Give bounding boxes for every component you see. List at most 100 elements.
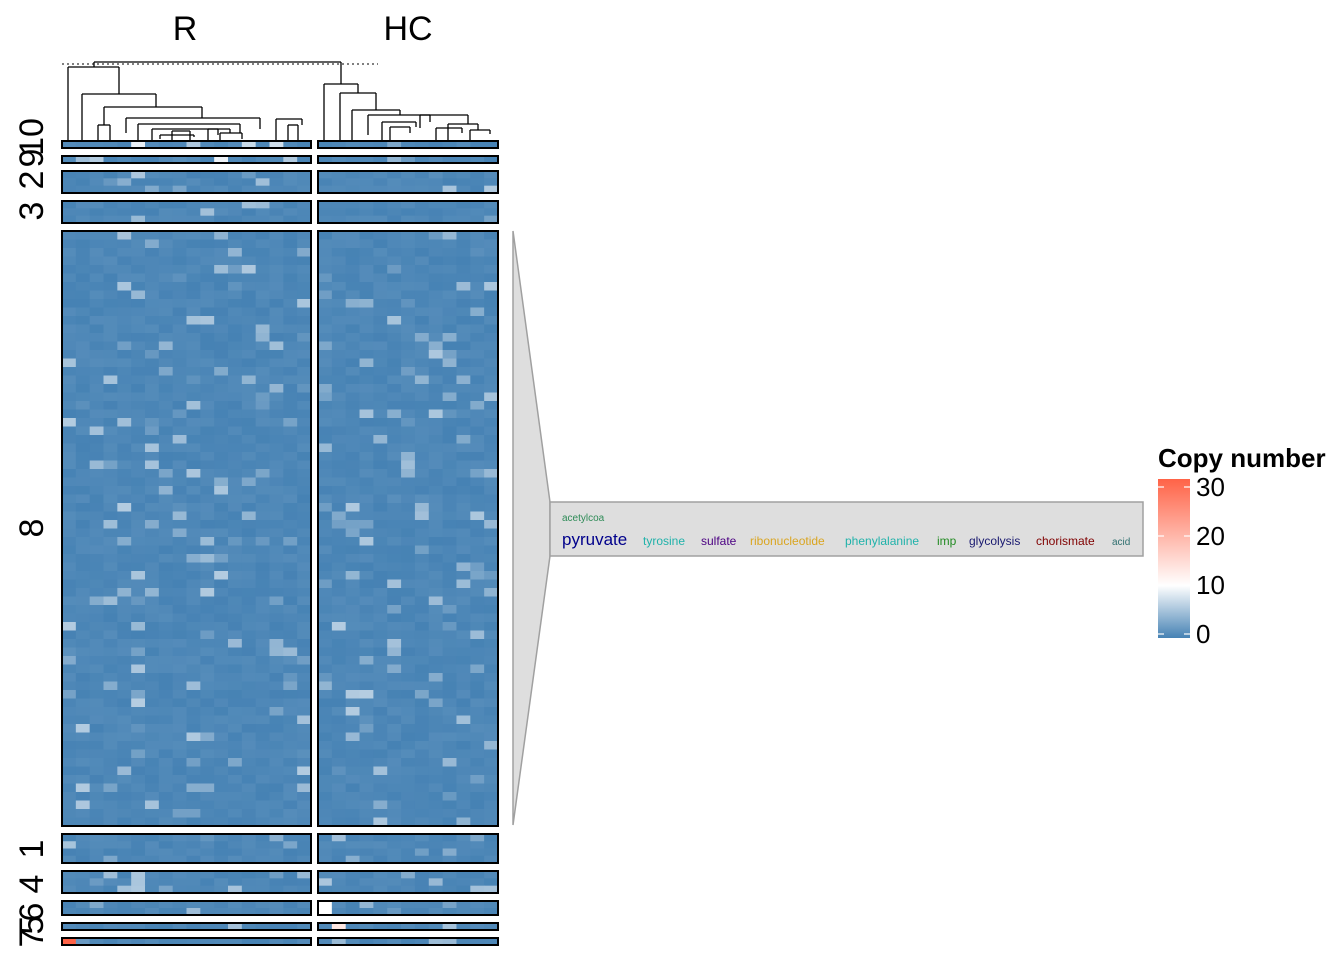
heatmap-cell	[228, 201, 243, 209]
heatmap-cell	[158, 923, 174, 931]
heatmap-cell	[373, 758, 388, 767]
heatmap-cell	[186, 923, 201, 931]
heatmap-cell	[269, 766, 284, 776]
heatmap-cell	[158, 435, 174, 444]
heatmap-cell	[456, 605, 471, 614]
heatmap-cell	[401, 350, 416, 359]
heatmap-cell	[470, 307, 485, 317]
heatmap-cell	[241, 273, 257, 283]
heatmap-cell	[442, 469, 457, 478]
heatmap-cell	[200, 375, 215, 385]
heatmap-cell	[200, 766, 215, 776]
heatmap-cell	[186, 871, 201, 879]
heatmap-cell	[297, 231, 312, 240]
heatmap-cell	[172, 848, 187, 857]
heatmap-cell	[331, 562, 347, 572]
heatmap-cell	[75, 664, 91, 674]
heatmap-cell	[75, 698, 91, 708]
heatmap-cell	[145, 639, 160, 648]
heatmap-cell	[428, 316, 444, 325]
heatmap-cell	[89, 639, 104, 648]
heatmap-cell	[186, 554, 201, 563]
heatmap-cell	[470, 282, 485, 291]
heatmap-cell	[414, 554, 430, 563]
heatmap-cell	[359, 528, 374, 538]
heatmap-cell	[172, 741, 187, 750]
heatmap-cell	[283, 290, 298, 300]
heatmap-cell	[186, 460, 201, 470]
heatmap-cell	[401, 630, 416, 640]
heatmap-cell	[456, 350, 471, 359]
legend-colorbar	[1158, 479, 1190, 638]
heatmap-cell	[470, 503, 485, 512]
heatmap-cell	[456, 766, 471, 776]
heatmap-cell	[470, 528, 485, 538]
heatmap-cell	[331, 766, 347, 776]
heatmap-cell	[172, 841, 187, 849]
heatmap-cell	[255, 656, 270, 665]
heatmap-cell	[158, 622, 174, 631]
heatmap-cell	[484, 141, 499, 149]
heatmap-cell	[345, 215, 360, 224]
heatmap-cell	[228, 392, 243, 402]
heatmap-cell	[241, 596, 257, 606]
heatmap-cell	[89, 775, 104, 784]
heatmap-cell	[228, 299, 243, 308]
heatmap-cell	[241, 392, 257, 402]
heatmap-cell	[331, 185, 347, 194]
heatmap-cell	[428, 231, 444, 240]
heatmap-cell	[117, 562, 132, 572]
heatmap-cell	[214, 588, 229, 597]
heatmap-cell	[214, 201, 229, 209]
heatmap-cell	[172, 231, 187, 240]
heatmap-cell	[131, 885, 146, 894]
heatmap-cell	[117, 639, 132, 648]
heatmap-cell	[387, 809, 402, 818]
heatmap-cell	[442, 878, 457, 887]
heatmap-cell	[373, 707, 388, 716]
heatmap-cell	[158, 384, 174, 393]
heatmap-cell	[172, 426, 187, 436]
heatmap-cell	[228, 401, 243, 410]
heatmap-cell	[89, 698, 104, 708]
heatmap-cell	[401, 656, 416, 665]
heatmap-cell	[442, 630, 457, 640]
heatmap-cell	[470, 367, 485, 376]
heatmap-cell	[414, 792, 430, 801]
heatmap-cell	[359, 841, 374, 849]
heatmap-cell	[214, 208, 229, 217]
heatmap-cell	[484, 511, 499, 521]
heatmap-cell	[345, 562, 360, 572]
heatmap-cell	[484, 201, 499, 209]
heatmap-cell	[401, 588, 416, 597]
heatmap-cell	[131, 248, 146, 257]
heatmap-cell	[200, 622, 215, 631]
heatmap-cell	[484, 938, 499, 946]
heatmap-cell	[228, 528, 243, 538]
heatmap-cell	[269, 749, 284, 759]
heatmap-cell	[297, 664, 312, 674]
heatmap-cell	[456, 511, 471, 521]
heatmap-cell	[442, 647, 457, 657]
heatmap-cell	[456, 156, 471, 164]
heatmap-cell	[62, 855, 77, 864]
heatmap-cell	[214, 409, 229, 419]
heatmap-cell	[318, 316, 333, 325]
heatmap-cell	[484, 452, 499, 461]
heatmap-cell	[414, 333, 430, 342]
heatmap-cell	[145, 741, 160, 750]
heatmap-cell	[241, 741, 257, 750]
heatmap-cell	[89, 673, 104, 682]
heatmap-cell	[456, 409, 471, 419]
heatmap-cell	[442, 545, 457, 555]
heatmap-cell	[145, 715, 160, 725]
heatmap-cell	[200, 307, 215, 317]
heatmap-cell	[214, 732, 229, 742]
heatmap-cell	[228, 741, 243, 750]
heatmap-cell	[145, 596, 160, 606]
word-pyruvate: pyruvate	[562, 530, 627, 549]
heatmap-cell	[117, 656, 132, 665]
heatmap-cell	[172, 256, 187, 266]
heatmap-cell	[186, 741, 201, 750]
heatmap-cell	[158, 333, 174, 342]
